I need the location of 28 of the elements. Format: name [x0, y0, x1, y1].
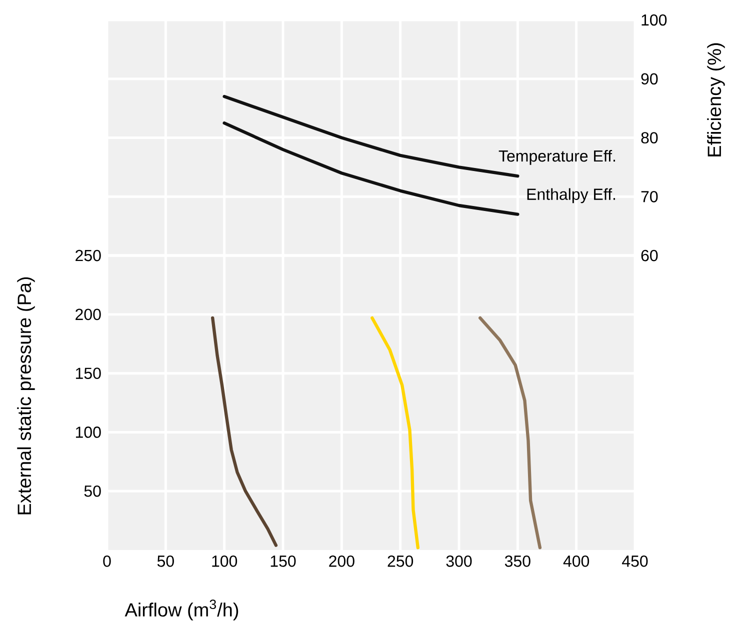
x-axis-title: Airflow (m$^{3}$/h): [124, 600, 238, 620]
y-tick-label: 50: [84, 485, 101, 497]
y-tick-label: 100: [76, 426, 101, 438]
y2-tick-label: 80: [641, 132, 658, 144]
x-tick-label: 100: [212, 556, 238, 567]
x-tick-label: 150: [270, 556, 296, 567]
series-label: Temperature Eff.: [498, 150, 616, 165]
x-tick-label: 400: [563, 556, 590, 567]
x-tick-label: 200: [329, 556, 354, 567]
x-tick-label: 50: [157, 556, 174, 567]
line-series: [370, 316, 420, 550]
series-label: Enthalpy Eff.: [527, 188, 616, 204]
line-series: [211, 316, 278, 547]
x-tick-label: 350: [504, 556, 530, 567]
y2-tick-label: 90: [641, 73, 658, 85]
y-tick-label: 150: [76, 368, 101, 379]
line-series: [478, 316, 542, 550]
y2-axis-title: Efficiency (%): [707, 43, 725, 156]
y2-tick-label: 60: [641, 250, 658, 262]
x-tick-label: 250: [388, 556, 414, 567]
y-axis-title: External static pressure (Pa): [17, 277, 35, 514]
y-tick-label: 200: [76, 308, 101, 320]
y-tick-label: 250: [76, 250, 101, 262]
y2-tick-label: 70: [641, 191, 658, 202]
x-tick-label: 0: [103, 556, 111, 567]
x-tick-label: 450: [622, 556, 648, 567]
y2-tick-label: 100: [642, 14, 667, 26]
x-tick-label: 300: [446, 556, 472, 567]
